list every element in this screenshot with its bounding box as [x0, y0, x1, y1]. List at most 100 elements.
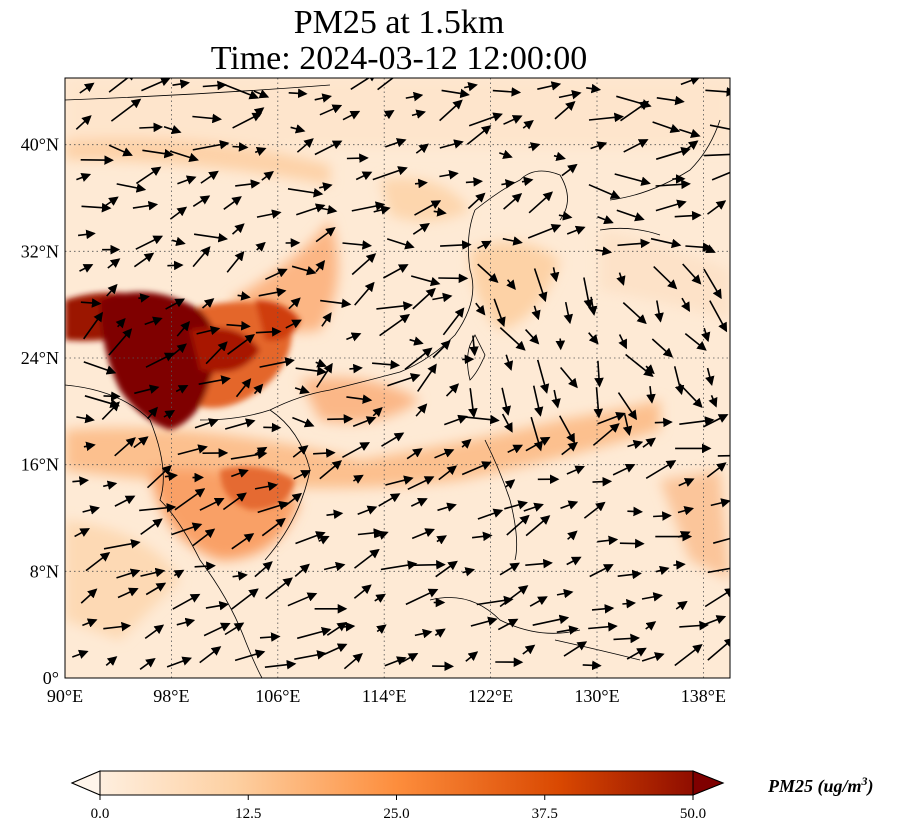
wind-arrow — [169, 206, 188, 220]
wind-arrow — [627, 439, 644, 450]
wind-arrow — [501, 179, 516, 189]
lat-tick-label: 24°N — [21, 348, 59, 368]
wind-arrow — [405, 91, 424, 102]
wind-arrow — [532, 614, 570, 626]
wind-arrow — [350, 78, 378, 90]
wind-arrow — [411, 528, 435, 540]
wind-arrow — [553, 151, 566, 162]
wind-arrow — [677, 531, 691, 540]
wind-arrow — [477, 263, 499, 283]
wind-arrow — [617, 569, 642, 580]
wind-arrow — [114, 495, 136, 507]
wind-arrow — [253, 107, 265, 117]
wind-arrow — [410, 275, 441, 287]
wind-arrow — [415, 143, 429, 154]
wind-arrow — [376, 301, 413, 311]
wind-arrow — [106, 283, 118, 297]
wind-arrow — [525, 515, 551, 537]
wind-arrow — [346, 332, 362, 342]
wind-arrow — [85, 552, 111, 572]
gridlines — [65, 78, 730, 678]
wind-arrow — [445, 383, 460, 397]
wind-arrow — [139, 122, 164, 133]
wind-arrow — [103, 480, 118, 490]
wind-arrow — [383, 264, 409, 279]
wind-arrow — [531, 305, 541, 321]
wind-arrow — [166, 656, 193, 668]
wind-arrow — [224, 84, 260, 100]
wind-arrow — [415, 403, 428, 417]
wind-arrow — [319, 460, 343, 480]
wind-arrow — [438, 465, 458, 481]
wind-arrow — [314, 93, 332, 103]
wind-arrow — [254, 481, 278, 492]
wind-arrow — [499, 149, 513, 159]
wind-arrow — [342, 442, 371, 459]
wind-arrow — [656, 95, 685, 106]
wind-arrow — [255, 241, 266, 252]
lon-tick-label: 98°E — [153, 686, 189, 706]
wind-arrow — [558, 211, 573, 221]
wind-arrow — [556, 625, 579, 635]
lat-tick-label: 40°N — [21, 135, 59, 155]
wind-arrow — [432, 292, 453, 303]
pm25-concentration-field — [65, 78, 730, 678]
wind-arrow — [499, 562, 520, 576]
wind-arrow — [372, 359, 401, 370]
wind-arrow — [653, 511, 672, 521]
wind-arrow — [387, 373, 421, 387]
wind-arrow — [133, 252, 155, 268]
wind-arrow — [285, 319, 302, 329]
colorbar-tick-label: 12.5 — [235, 806, 261, 822]
wind-arrow — [202, 80, 227, 91]
wind-arrow — [315, 227, 336, 243]
wind-arrow — [115, 318, 126, 329]
wind-arrow — [194, 561, 216, 571]
wind-arrow — [592, 423, 620, 446]
lat-tick-label: 32°N — [21, 241, 59, 261]
wind-arrow — [710, 498, 730, 508]
wind-arrow — [199, 497, 225, 511]
wind-arrow — [503, 115, 523, 125]
wind-arrow — [237, 291, 251, 301]
wind-arrow — [79, 82, 95, 94]
wind-arrow — [264, 659, 297, 670]
map-title: PM25 at 1.5km — [293, 4, 505, 41]
wind-arrow — [499, 585, 529, 608]
wind-arrow — [616, 272, 626, 286]
wind-arrow — [432, 339, 451, 359]
wind-arrow — [101, 401, 120, 420]
wind-arrow — [346, 153, 369, 163]
wind-arrow — [417, 363, 437, 392]
wind-arrow — [199, 646, 222, 664]
lat-tick-label: 16°N — [21, 455, 59, 475]
wind-vectors — [72, 78, 730, 672]
wind-arrow — [597, 411, 626, 425]
wind-arrow — [673, 366, 685, 396]
wind-arrow — [319, 104, 343, 116]
colorbar-min-extend — [70, 770, 101, 796]
wind-arrow — [597, 535, 619, 546]
wind-arrow — [224, 418, 256, 430]
wind-arrow — [650, 237, 682, 249]
wind-arrow — [679, 416, 715, 426]
lon-tick-label: 130°E — [574, 686, 619, 706]
wind-arrow — [82, 618, 98, 628]
map-frame — [64, 77, 731, 679]
wind-arrow — [321, 312, 332, 327]
wind-arrow — [469, 335, 479, 357]
wind-arrow — [231, 223, 245, 235]
wind-arrow — [342, 240, 372, 250]
wind-arrow — [232, 142, 249, 152]
wind-arrow — [144, 624, 165, 640]
wind-arrow — [439, 170, 459, 180]
wind-arrow — [291, 265, 317, 276]
wind-arrow — [617, 392, 637, 421]
wind-arrow — [232, 571, 248, 581]
wind-arrow — [709, 124, 730, 131]
wind-arrow — [261, 170, 274, 181]
wind-arrow — [352, 416, 377, 427]
wind-arrow — [105, 656, 118, 667]
wind-arrow — [231, 533, 255, 550]
wind-arrow — [679, 620, 709, 631]
